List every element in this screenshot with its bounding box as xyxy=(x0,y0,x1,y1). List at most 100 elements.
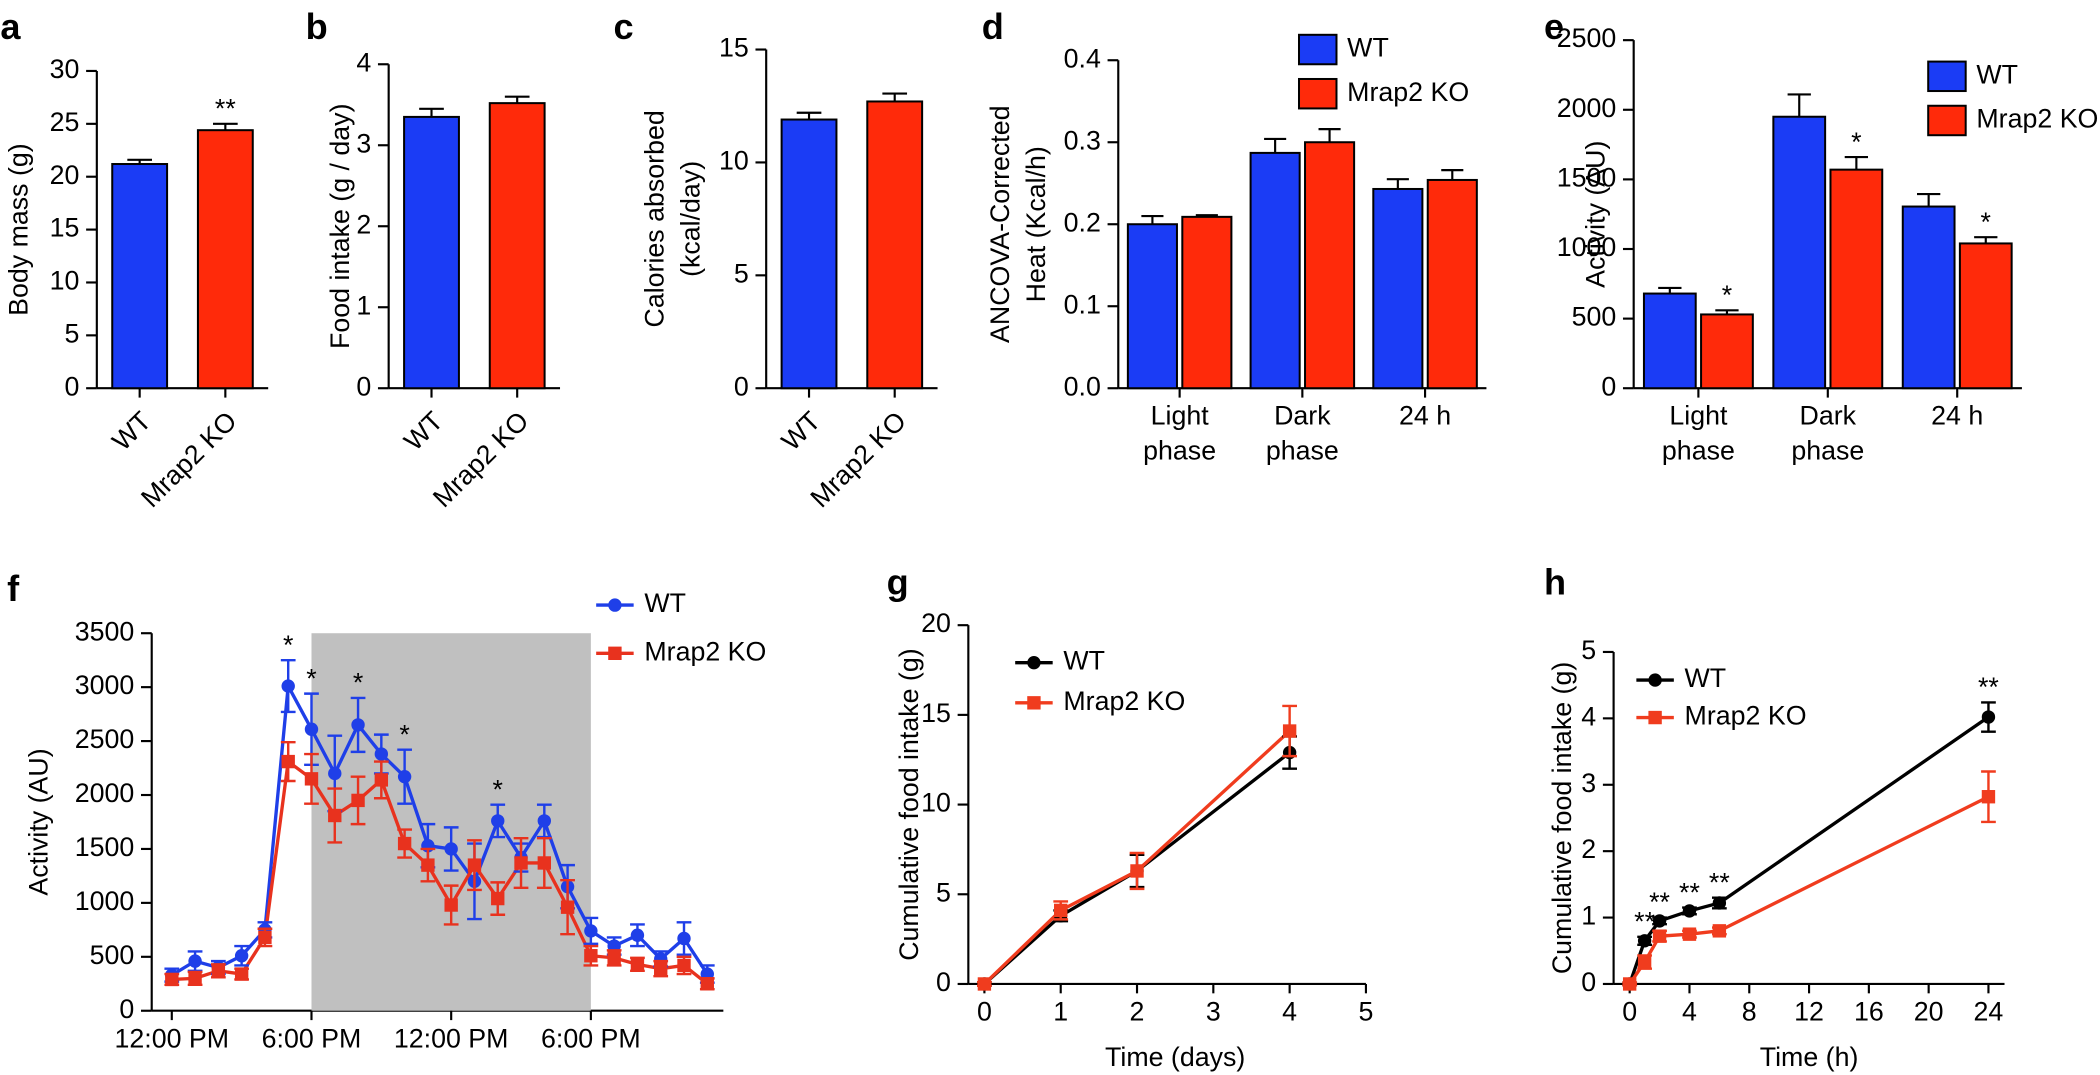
y-tick-label: 1000 xyxy=(1557,232,1617,262)
bar xyxy=(1772,115,1827,390)
x-tick-label: Dark xyxy=(1274,401,1331,431)
marker xyxy=(397,836,412,851)
marker xyxy=(374,773,389,787)
marker xyxy=(304,772,319,786)
y-tick-label: 3500 xyxy=(75,616,135,646)
y-tick-label: 0 xyxy=(1601,371,1616,401)
x-tick-label: 8 xyxy=(1742,996,1757,1026)
marker xyxy=(1130,864,1144,878)
bar xyxy=(1304,141,1356,390)
marker xyxy=(234,967,249,981)
y-tick-label: 2500 xyxy=(75,724,135,754)
error-bar xyxy=(1141,214,1164,225)
x-tick-label: WT xyxy=(106,406,157,457)
marker xyxy=(630,957,645,972)
y-tick-label: 0 xyxy=(936,967,951,997)
y-tick-label: 0 xyxy=(119,994,134,1024)
error-bar xyxy=(796,111,822,120)
significance: * xyxy=(1981,207,1991,237)
legend-marker xyxy=(1648,673,1662,687)
y-tick-label: 5 xyxy=(1581,635,1596,665)
x-tick-label: WT xyxy=(398,406,449,457)
error-bar xyxy=(882,92,908,102)
legend-label: WT xyxy=(1063,646,1105,676)
marker xyxy=(700,977,714,991)
y-tick-label: 0.4 xyxy=(1064,43,1101,73)
x-tick-label: 12:00 PM xyxy=(394,1023,509,1053)
series-line xyxy=(983,729,1291,986)
legend-swatch xyxy=(1927,60,1967,93)
legend-marker xyxy=(1027,655,1041,670)
marker xyxy=(514,856,528,870)
marker xyxy=(188,971,202,986)
y-tick-label: 1 xyxy=(356,290,371,320)
x-tick-label: 6:00 PM xyxy=(541,1023,641,1053)
significance: * xyxy=(1722,280,1732,310)
bar xyxy=(1700,313,1754,390)
significance: ** xyxy=(215,94,236,124)
y-axis-label: Food intake (g / day) xyxy=(325,104,355,349)
legend-label: WT xyxy=(1976,59,2018,89)
marker xyxy=(560,900,575,914)
marker xyxy=(977,977,992,991)
y-tick-label: 15 xyxy=(50,213,80,243)
y-axis-label: (kcal/day) xyxy=(676,161,706,277)
y-tick-label: 2000 xyxy=(75,778,135,808)
y-tick-label: 1 xyxy=(1581,901,1596,931)
panel-letter: b xyxy=(306,6,328,47)
marker xyxy=(1682,904,1697,918)
x-tick-label: 3 xyxy=(1206,996,1221,1026)
y-tick-label: 1000 xyxy=(75,886,135,916)
y-tick-label: 1500 xyxy=(1557,162,1617,192)
bar xyxy=(1372,187,1424,390)
marker xyxy=(211,964,226,978)
legend-marker xyxy=(1648,710,1662,725)
y-tick-label: 5 xyxy=(65,318,80,348)
y-axis-label: Activity (AU) xyxy=(1581,141,1611,288)
x-tick-label: 5 xyxy=(1358,996,1373,1026)
marker xyxy=(374,747,389,761)
x-tick-label: 24 xyxy=(1974,996,2004,1026)
significance: * xyxy=(1851,127,1861,157)
x-tick-label: 0 xyxy=(1622,996,1637,1026)
bar xyxy=(196,129,254,390)
marker xyxy=(1981,710,1996,724)
bar xyxy=(403,115,460,390)
y-axis-label: Cumulative food intake (g) xyxy=(894,648,924,960)
legend-swatch xyxy=(1927,104,1967,137)
legend-marker xyxy=(1027,696,1041,710)
x-axis-label: Time (days) xyxy=(1105,1042,1245,1072)
significance: ** xyxy=(1978,672,1999,702)
panel-letter: d xyxy=(982,6,1004,47)
legend-label: WT xyxy=(1347,33,1389,63)
bar xyxy=(1249,151,1301,390)
significance: * xyxy=(493,774,503,804)
marker xyxy=(1652,914,1667,928)
marker xyxy=(1637,955,1652,969)
error-bar xyxy=(1974,236,1998,244)
significance: ** xyxy=(1679,877,1700,907)
significance: * xyxy=(283,630,293,660)
x-tick-label: 24 h xyxy=(1399,401,1451,431)
significance: ** xyxy=(1709,867,1730,897)
y-tick-label: 0 xyxy=(734,371,749,401)
bar xyxy=(1642,292,1697,390)
marker xyxy=(677,931,691,946)
marker xyxy=(491,891,505,906)
y-tick-label: 10 xyxy=(50,266,80,296)
y-tick-label: 0.0 xyxy=(1064,371,1101,401)
x-tick-label: phase xyxy=(1791,436,1864,466)
error-bar xyxy=(1917,192,1941,207)
marker xyxy=(1282,724,1297,738)
x-tick-label: WT xyxy=(776,406,827,457)
y-axis-label: Activity (AU) xyxy=(24,748,54,895)
x-tick-label: 12:00 PM xyxy=(115,1023,230,1053)
y-tick-label: 1500 xyxy=(75,832,135,862)
panel-letter: c xyxy=(614,6,634,47)
marker xyxy=(397,769,412,784)
marker xyxy=(351,793,365,808)
y-axis-label: Cumulative food intake (g) xyxy=(1547,662,1577,974)
bar xyxy=(111,163,169,390)
error-bar xyxy=(213,122,238,131)
y-tick-label: 25 xyxy=(50,107,80,137)
